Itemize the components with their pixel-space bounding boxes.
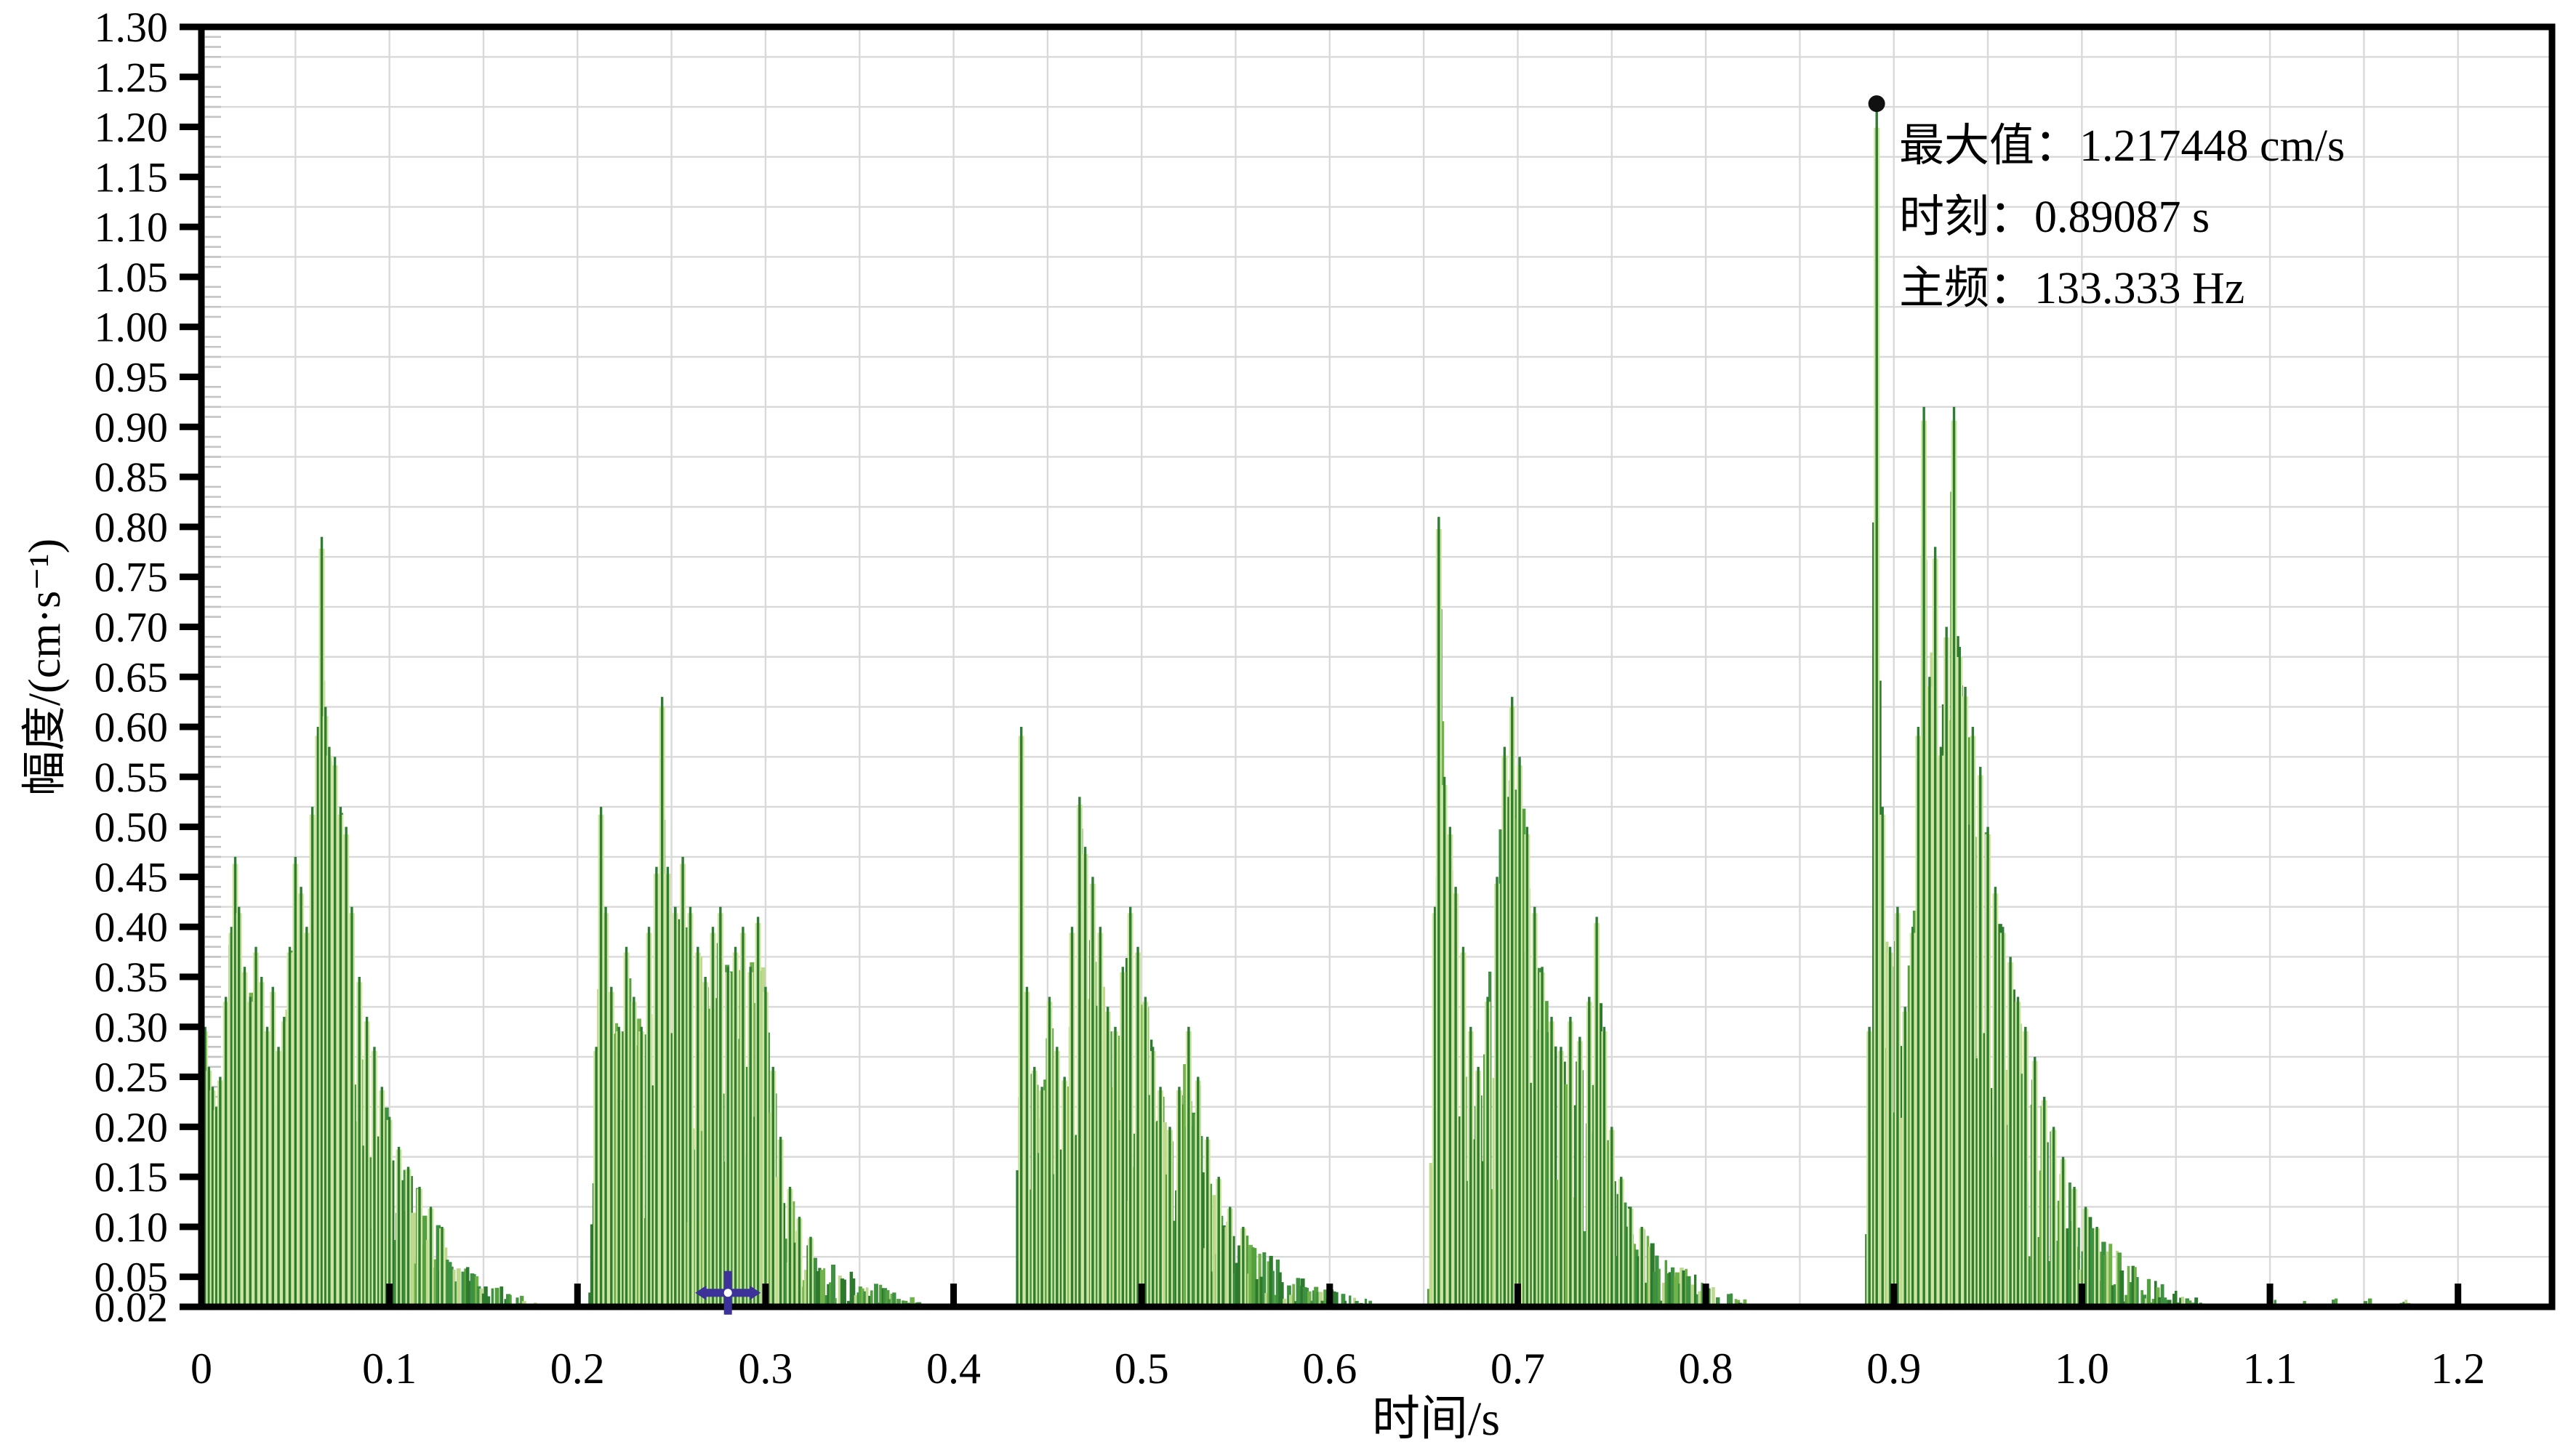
- y-tick-label: 0.80: [95, 504, 169, 551]
- peak-marker: [1868, 95, 1885, 113]
- x-tick-label: 0.4: [926, 1345, 981, 1393]
- y-tick-label: 0.60: [95, 704, 169, 751]
- y-tick-label: 1.20: [95, 104, 169, 151]
- y-tick-label: 1.15: [95, 153, 169, 201]
- y-tick-label: 0.25: [95, 1054, 169, 1101]
- y-minor-ticks: [205, 36, 221, 1298]
- cursor-marker[interactable]: [695, 1270, 761, 1315]
- y-tick-label: 0.35: [95, 954, 169, 1001]
- annotation-dominant-frequency: 主频：133.333 Hz: [1899, 264, 2245, 313]
- y-tick-label: 0.50: [95, 804, 169, 851]
- y-tick-label: 0.40: [95, 903, 169, 951]
- y-tick-label: 0.90: [95, 403, 169, 451]
- y-tick-label: 0.10: [95, 1204, 169, 1251]
- x-axis-label: 时间/s: [1371, 1393, 1501, 1446]
- x-tick-label: 0.2: [550, 1345, 605, 1393]
- y-tick-label: 0.55: [95, 754, 169, 801]
- peak-annotation: 最大值：1.217448 cm/s 时刻：0.89087 s 主频：133.33…: [1899, 110, 2345, 324]
- y-tick-label: 0.15: [95, 1153, 169, 1201]
- x-tick-label: 1.2: [2431, 1345, 2485, 1393]
- y-tick-label: 0.20: [95, 1103, 169, 1151]
- y-axis-label: 幅度/(cm·s⁻¹): [20, 538, 70, 797]
- y-tick-label: 1.25: [95, 54, 169, 101]
- x-tick-label: 0.8: [1679, 1345, 1733, 1393]
- y-tick-label: 1.05: [95, 254, 169, 301]
- y-tick-label: 1.10: [95, 204, 169, 251]
- x-tick-label: 1.0: [2055, 1345, 2109, 1393]
- y-tick-label: 1.30: [95, 4, 169, 51]
- x-tick-label: 0.7: [1490, 1345, 1545, 1393]
- y-tick-label: 0.30: [95, 1004, 169, 1051]
- y-tick-label: 0.75: [95, 554, 169, 601]
- y-tick-label: 0.95: [95, 354, 169, 401]
- major-ticks: [180, 23, 2462, 1310]
- y-tick-label: 0.65: [95, 653, 169, 701]
- annotation-max-value: 最大值：1.217448 cm/s: [1899, 121, 2346, 171]
- y-tick-label: 0.02: [95, 1284, 169, 1331]
- plot-border: [198, 23, 2556, 1310]
- x-tick-label: 0.6: [1302, 1345, 1357, 1393]
- y-tick-label: 0.05: [95, 1254, 169, 1301]
- x-tick-label: 0: [190, 1345, 212, 1393]
- y-tick-label: 0.70: [95, 603, 169, 651]
- y-tick-label: 1.00: [95, 304, 169, 351]
- peak-dot: [1868, 95, 1885, 113]
- waveform-series: [202, 109, 2413, 1308]
- x-tick-label: 0.5: [1115, 1345, 1169, 1393]
- y-tick-label: 0.45: [95, 853, 169, 901]
- x-tick-label: 0.1: [362, 1345, 417, 1393]
- x-tick-label: 1.1: [2243, 1345, 2298, 1393]
- x-tick-label: 0.9: [1866, 1345, 1921, 1393]
- annotation-peak-time: 时刻：0.89087 s: [1899, 193, 2210, 242]
- x-tick-label: 0.3: [738, 1345, 793, 1393]
- tick-labels: 0.020.050.100.150.200.250.300.350.400.45…: [95, 4, 2486, 1393]
- y-tick-label: 0.85: [95, 454, 169, 501]
